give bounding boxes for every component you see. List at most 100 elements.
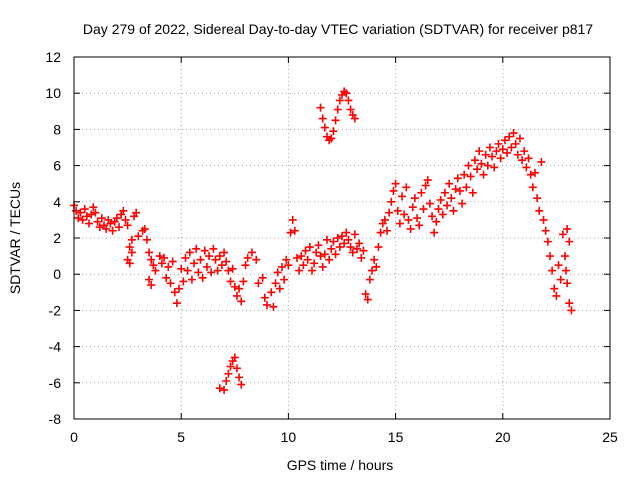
data-point bbox=[97, 214, 106, 223]
data-point bbox=[318, 114, 327, 123]
x-tick-label: 0 bbox=[70, 429, 78, 445]
data-point bbox=[239, 277, 248, 286]
data-point bbox=[428, 212, 437, 221]
data-point bbox=[342, 89, 351, 98]
chart-title: Day 279 of 2022, Sidereal Day-to-day VTE… bbox=[83, 21, 593, 37]
x-tick-label: 20 bbox=[495, 429, 511, 445]
data-point bbox=[175, 284, 184, 293]
data-point bbox=[316, 103, 325, 112]
data-point bbox=[222, 376, 231, 385]
data-point bbox=[348, 248, 357, 257]
y-tick-label: -2 bbox=[49, 302, 62, 318]
data-point bbox=[406, 224, 415, 233]
data-point bbox=[423, 176, 432, 185]
data-point bbox=[533, 194, 542, 203]
data-point bbox=[232, 291, 241, 300]
data-point bbox=[310, 259, 319, 268]
data-point bbox=[151, 266, 160, 275]
data-point bbox=[560, 252, 569, 261]
data-point bbox=[241, 261, 250, 270]
data-point bbox=[89, 203, 98, 212]
data-point bbox=[498, 145, 507, 154]
data-point bbox=[481, 150, 490, 159]
data-point bbox=[522, 163, 531, 172]
data-point bbox=[322, 235, 331, 244]
y-tick-label: 12 bbox=[45, 49, 61, 65]
data-point bbox=[271, 279, 280, 288]
data-point bbox=[389, 186, 398, 195]
data-point bbox=[361, 290, 370, 299]
data-point bbox=[554, 261, 563, 270]
data-point bbox=[179, 277, 188, 286]
data-point bbox=[314, 241, 323, 250]
data-point bbox=[215, 252, 224, 261]
data-point bbox=[513, 150, 522, 159]
data-point bbox=[142, 235, 151, 244]
data-point bbox=[228, 264, 237, 273]
data-point bbox=[119, 206, 128, 215]
data-point bbox=[331, 116, 340, 125]
x-tick-label: 15 bbox=[388, 429, 404, 445]
data-point bbox=[320, 123, 329, 132]
data-point bbox=[500, 136, 509, 145]
data-point bbox=[277, 262, 286, 271]
data-point bbox=[127, 248, 136, 257]
y-tick-label: 2 bbox=[53, 230, 61, 246]
data-point bbox=[404, 215, 413, 224]
data-point bbox=[269, 302, 278, 311]
data-point bbox=[273, 268, 282, 277]
data-point bbox=[226, 362, 235, 371]
data-point bbox=[393, 206, 402, 215]
data-point bbox=[413, 214, 422, 223]
data-point bbox=[145, 248, 154, 257]
data-point bbox=[438, 210, 447, 219]
data-point bbox=[164, 262, 173, 271]
data-point bbox=[297, 252, 306, 261]
data-point bbox=[537, 157, 546, 166]
data-point bbox=[485, 143, 494, 152]
data-point bbox=[230, 353, 239, 362]
data-point bbox=[172, 299, 181, 308]
y-tick-label: 10 bbox=[45, 85, 61, 101]
data-point bbox=[333, 105, 342, 114]
data-point bbox=[230, 282, 239, 291]
data-point bbox=[357, 253, 366, 262]
data-point bbox=[505, 132, 514, 141]
data-point bbox=[198, 273, 207, 282]
data-point bbox=[350, 114, 359, 123]
data-point bbox=[282, 255, 291, 264]
data-point bbox=[134, 232, 143, 241]
data-point bbox=[468, 188, 477, 197]
data-point bbox=[157, 259, 166, 268]
data-point bbox=[466, 172, 475, 181]
data-point bbox=[115, 223, 124, 232]
data-point bbox=[541, 226, 550, 235]
data-point bbox=[121, 215, 130, 224]
data-point bbox=[372, 262, 381, 271]
data-point bbox=[346, 105, 355, 114]
data-point bbox=[237, 297, 246, 306]
data-point bbox=[307, 266, 316, 275]
data-point bbox=[350, 230, 359, 239]
data-point bbox=[222, 257, 231, 266]
data-point bbox=[247, 248, 256, 257]
data-point bbox=[520, 147, 529, 156]
data-point bbox=[395, 219, 404, 228]
data-point bbox=[363, 295, 372, 304]
plot-frame bbox=[73, 56, 611, 420]
data-point bbox=[477, 159, 486, 168]
data-point bbox=[359, 246, 368, 255]
data-point bbox=[87, 210, 96, 219]
data-point bbox=[543, 237, 552, 246]
data-point bbox=[78, 215, 87, 224]
data-point bbox=[338, 232, 346, 241]
data-point bbox=[305, 243, 314, 252]
x-tick-label: 5 bbox=[177, 429, 185, 445]
data-point bbox=[400, 210, 409, 219]
data-point bbox=[102, 224, 111, 233]
data-point bbox=[290, 226, 299, 235]
data-point bbox=[318, 262, 327, 271]
data-point bbox=[353, 244, 362, 253]
x-axis-label: GPS time / hours bbox=[287, 457, 394, 473]
data-point bbox=[333, 234, 342, 242]
